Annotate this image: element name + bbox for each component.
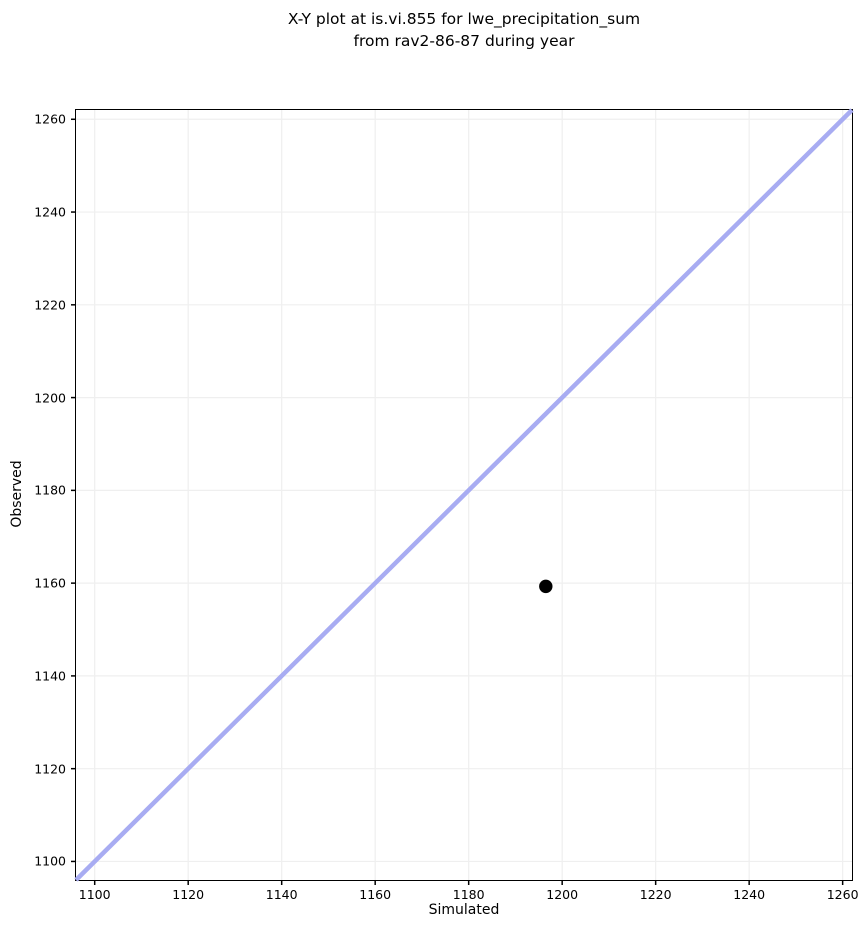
chart-title-line1: X-Y plot at is.vi.855 for lwe_precipitat… bbox=[287, 10, 641, 28]
y-tick-label: 1240 bbox=[34, 204, 66, 220]
x-tick-label: 1180 bbox=[452, 887, 485, 902]
identity-line bbox=[74, 108, 854, 882]
x-tick-label: 1220 bbox=[639, 887, 672, 902]
y-axis-label: Observed bbox=[9, 460, 25, 528]
x-tick-label: 1120 bbox=[172, 887, 205, 902]
y-tick-label: 1180 bbox=[34, 482, 66, 498]
x-tick-label: 1100 bbox=[78, 887, 111, 902]
chart-title: X-Y plot at is.vi.855 for lwe_precipitat… bbox=[75, 8, 853, 52]
x-tick-label: 1260 bbox=[826, 887, 859, 902]
plot-canvas bbox=[71, 108, 854, 885]
y-tick-label: 1160 bbox=[34, 575, 66, 591]
y-tick-label: 1140 bbox=[34, 668, 66, 684]
chart-title-line2: from rav2-86-87 during year bbox=[353, 32, 575, 50]
data-point bbox=[539, 579, 553, 594]
y-tick-label: 1260 bbox=[34, 111, 66, 127]
y-tick-label: 1200 bbox=[34, 390, 66, 406]
x-tick-label: 1160 bbox=[359, 887, 392, 902]
x-tick-label: 1240 bbox=[733, 887, 766, 902]
x-tick-label: 1140 bbox=[265, 887, 298, 902]
x-tick-label: 1200 bbox=[546, 887, 579, 902]
plot-area: 1100 1120 1140 1160 1180 1200 1220 1240 1260 110… bbox=[34, 108, 859, 902]
x-axis-label: Simulated bbox=[428, 902, 500, 918]
y-tick-label: 1100 bbox=[34, 853, 66, 869]
y-tick-label: 1220 bbox=[34, 297, 66, 313]
y-tick-label: 1120 bbox=[34, 761, 66, 777]
